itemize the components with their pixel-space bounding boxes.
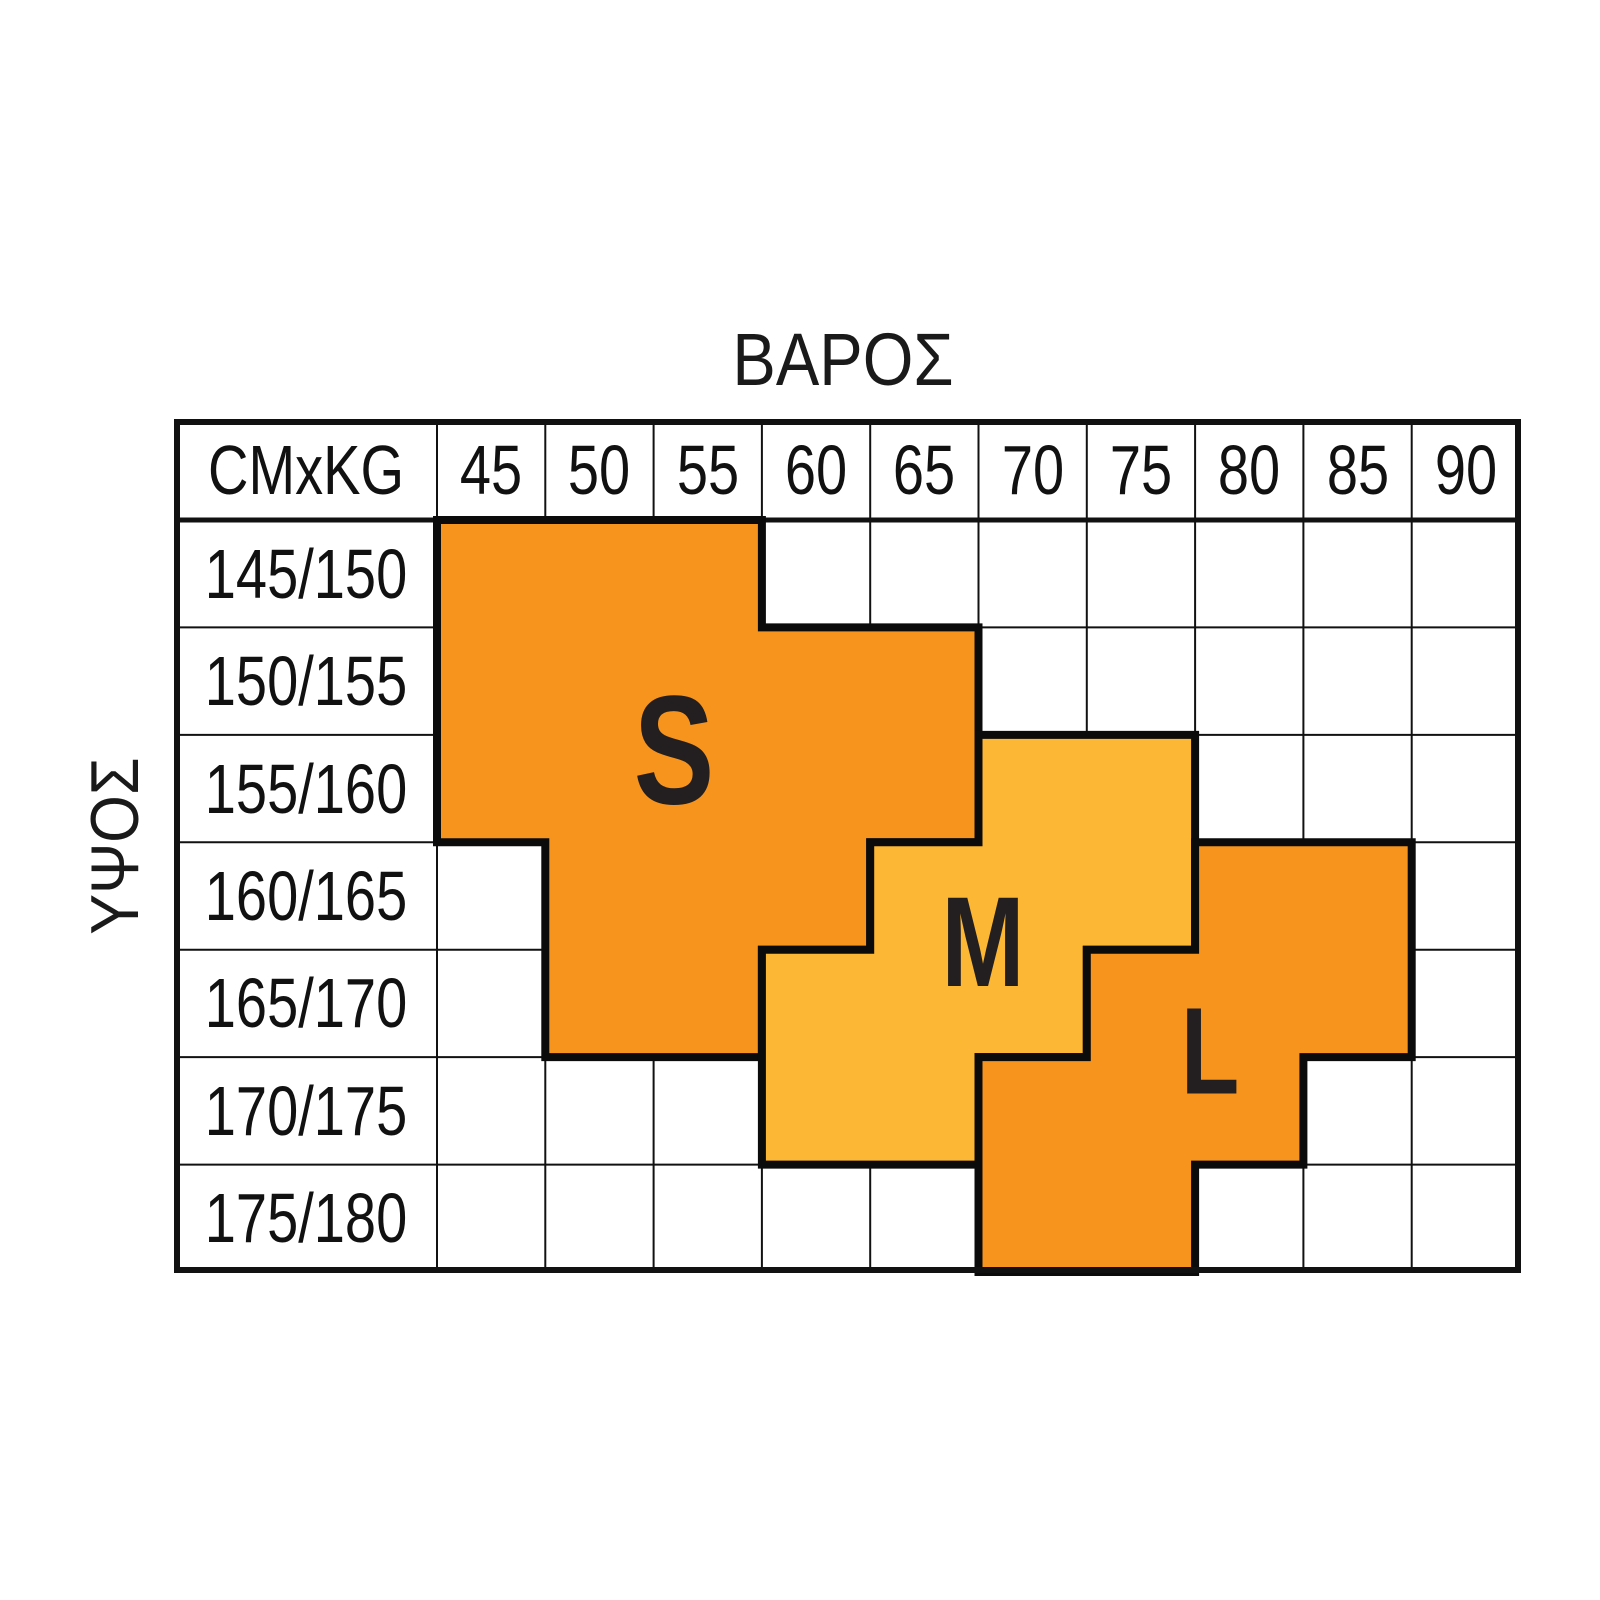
height-row-label: 150/155 [204, 642, 408, 721]
weight-header-cell: 85 [1326, 431, 1389, 509]
height-row-label: 160/165 [204, 857, 408, 935]
size-region-label-l: L [1180, 983, 1240, 1121]
height-row-label: 155/160 [204, 749, 408, 828]
corner-label: CMxKG [208, 431, 404, 509]
weight-header-cell: 70 [1001, 431, 1064, 509]
weight-header-cell: 45 [459, 431, 523, 509]
weight-header-cell: 65 [893, 431, 956, 509]
size-region-label-s: S [633, 663, 715, 837]
height-row-label: 170/175 [204, 1071, 408, 1150]
weight-header-cell: 75 [1109, 431, 1173, 509]
table-outer-border [174, 419, 1521, 1273]
size-region-label-m: M [941, 871, 1025, 1014]
height-row-label: 165/170 [204, 964, 408, 1043]
height-row-label: 175/180 [204, 1179, 408, 1258]
weight-header-cell: 60 [784, 431, 848, 509]
weight-header-cell: 55 [676, 431, 739, 509]
weight-header-cell: 50 [568, 431, 631, 509]
weight-axis-title: ΒΑΡΟΣ [732, 318, 954, 401]
weight-header-cell: 90 [1434, 431, 1497, 509]
weight-header-cell: 80 [1218, 431, 1281, 509]
height-row-label: 145/150 [204, 534, 408, 613]
